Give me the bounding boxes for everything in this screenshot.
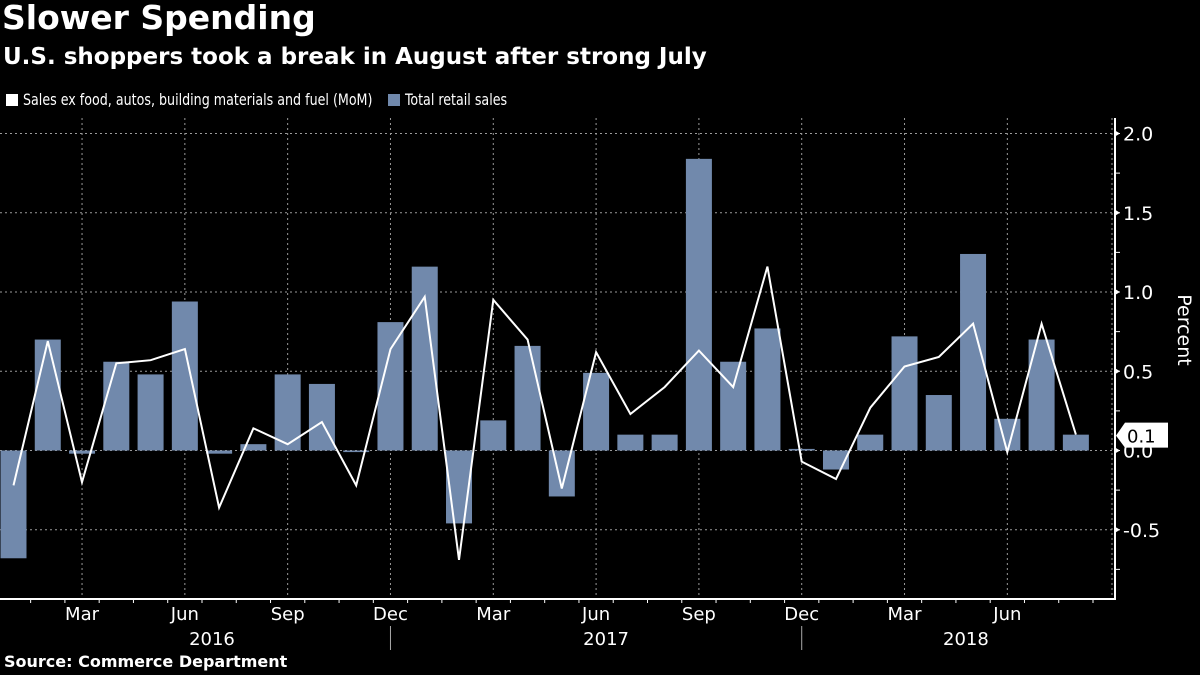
bar xyxy=(411,266,438,451)
y-tick-marker xyxy=(1115,209,1120,216)
x-year-label: 2017 xyxy=(583,629,629,650)
y-tick-label: 2.0 xyxy=(1123,124,1153,146)
bar xyxy=(137,374,164,451)
bar xyxy=(960,253,987,451)
x-tick-label: Jun xyxy=(992,604,1021,625)
bar xyxy=(891,336,918,451)
y-tick-marker xyxy=(1115,130,1120,137)
y-tick-label: 0.5 xyxy=(1123,361,1153,383)
y-tick-label: 1.5 xyxy=(1123,203,1153,225)
source-note: Source: Commerce Department xyxy=(4,652,288,671)
legend-item-total-retail: Total retail sales xyxy=(388,90,521,109)
bar xyxy=(206,450,233,454)
y-tick-label: -0.5 xyxy=(1123,520,1160,542)
callout-label: 0.1 xyxy=(1127,427,1156,448)
x-tick-label: Dec xyxy=(784,604,819,625)
bar xyxy=(69,450,96,454)
chart-subtitle: U.S. shoppers took a break in August aft… xyxy=(3,44,707,70)
bar xyxy=(548,450,575,497)
bar xyxy=(343,450,370,453)
x-year-label: 2018 xyxy=(943,629,989,650)
y-tick-marker xyxy=(1115,447,1120,454)
x-tick-label: Mar xyxy=(476,604,511,625)
bar xyxy=(1062,434,1089,451)
x-year-label: 2016 xyxy=(189,629,235,650)
x-tick-label: Jun xyxy=(170,604,199,625)
value-callout: 0.1 xyxy=(1116,422,1168,448)
bar xyxy=(994,418,1021,451)
y-tick-marker xyxy=(1115,289,1120,295)
bar xyxy=(171,301,198,451)
bar xyxy=(514,345,541,451)
legend-label: Total retail sales xyxy=(405,90,508,109)
line-series xyxy=(12,266,1077,561)
legend-label: Sales ex food, autos, building materials… xyxy=(23,90,373,109)
legend-item-core-sales: Sales ex food, autos, building materials… xyxy=(6,90,420,109)
bar xyxy=(754,328,781,451)
bar xyxy=(0,450,27,559)
x-tick-label: Mar xyxy=(888,604,923,625)
legend: Sales ex food, autos, building materials… xyxy=(6,90,535,109)
bar xyxy=(788,448,815,451)
x-tick-label: Mar xyxy=(65,604,100,625)
series-line xyxy=(12,266,1077,561)
gridlines xyxy=(0,118,1113,599)
bar-series xyxy=(0,158,1089,559)
y-tick-marker xyxy=(1115,368,1120,375)
x-tick-label: Jun xyxy=(581,604,610,625)
y-tick-label: 1.0 xyxy=(1123,282,1153,304)
bar xyxy=(857,434,884,451)
bar xyxy=(685,158,712,451)
bar xyxy=(240,444,267,451)
legend-swatch-total-retail xyxy=(388,93,401,106)
legend-swatch-core-sales xyxy=(6,93,18,106)
bar xyxy=(925,395,952,451)
bar xyxy=(720,361,747,451)
x-tick-label: Dec xyxy=(373,604,408,625)
y-tick-marker xyxy=(1115,526,1120,533)
x-tick-label: Sep xyxy=(271,604,305,625)
bar xyxy=(617,434,644,451)
bar xyxy=(103,361,130,451)
bar xyxy=(651,434,678,451)
x-tick-label: Sep xyxy=(682,604,716,625)
chart-title: Slower Spending xyxy=(2,0,316,37)
y-axis-title: Percent xyxy=(1173,294,1195,366)
bar xyxy=(34,339,61,451)
bar xyxy=(480,420,507,451)
callout-box xyxy=(1116,422,1168,448)
